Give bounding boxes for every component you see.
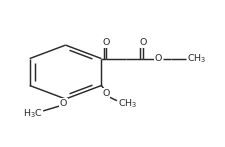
Text: CH$_3$: CH$_3$ <box>187 52 207 65</box>
Text: H$_3$C: H$_3$C <box>23 107 43 120</box>
Text: O: O <box>102 38 110 47</box>
Text: O: O <box>139 38 146 47</box>
Text: O: O <box>102 89 110 98</box>
Text: CH$_3$: CH$_3$ <box>118 97 137 110</box>
Text: O: O <box>155 54 162 63</box>
Text: O: O <box>60 99 67 108</box>
